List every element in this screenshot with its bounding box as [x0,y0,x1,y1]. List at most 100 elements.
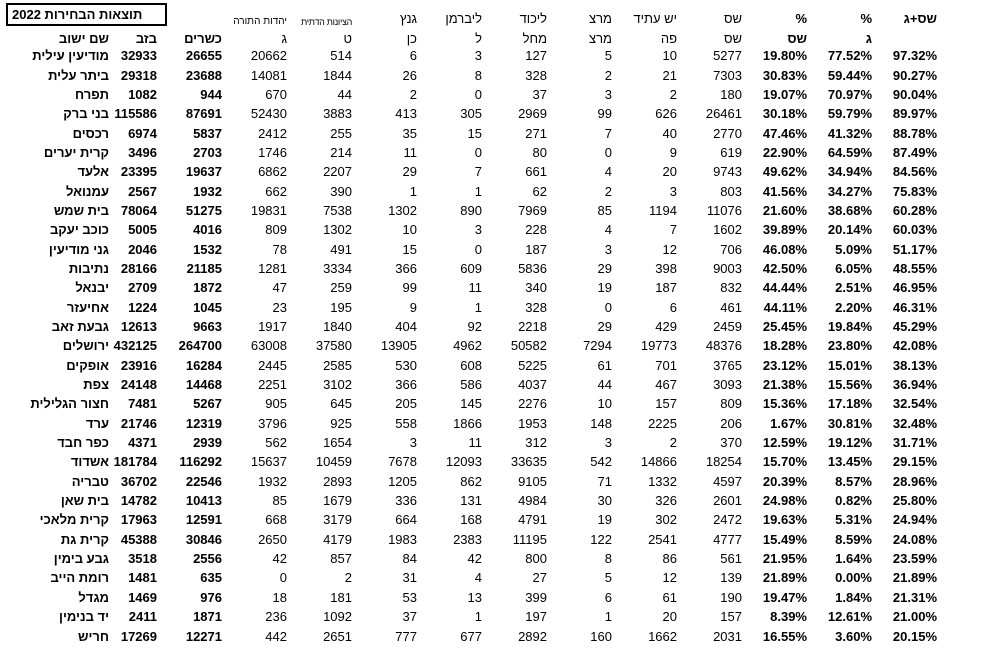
col-subheader-ksherim[interactable]: כשרים [184,31,222,47]
cell-pct-shas[interactable]: 47.46% [762,125,807,141]
cell-pct-shas-g[interactable]: 84.56% [892,164,937,180]
cell-ksherim[interactable]: 264700 [178,338,222,354]
cell-pct-g[interactable]: 8.59% [835,531,872,547]
cell-ksherim[interactable]: 30846 [185,531,222,547]
cell-pct-shas[interactable]: 39.89% [762,222,807,238]
cell-gantz[interactable]: 13905 [380,338,417,354]
cell-pct-g[interactable]: 15.01% [827,357,872,373]
cell-meretz[interactable]: 3 [604,241,612,257]
cell-yesh-atid[interactable]: 10 [662,48,677,64]
cell-tzionut-datit[interactable]: 1302 [323,222,352,238]
cell-city[interactable]: תפרח [74,86,109,102]
cell-liberman[interactable]: 3 [474,222,482,238]
col-subheader-meretz[interactable]: מרצ [589,31,612,47]
cell-pct-shas-g[interactable]: 97.32% [892,48,937,64]
cell-bzb[interactable]: 6974 [128,125,157,141]
cell-shas[interactable]: 2472 [713,512,742,528]
cell-bzb[interactable]: 23395 [120,164,157,180]
cell-bzb[interactable]: 3496 [128,144,157,160]
cell-tzionut-datit[interactable]: 645 [330,396,352,412]
cell-pct-shas[interactable]: 42.50% [762,260,807,276]
cell-pct-shas[interactable]: 15.36% [762,396,807,412]
cell-likud[interactable]: 5225 [518,357,547,373]
cell-yahadut-hatorah[interactable]: 78 [272,241,287,257]
cell-ksherim[interactable]: 12271 [185,628,222,644]
cell-liberman[interactable]: 0 [474,241,482,257]
cell-city[interactable]: כוכב יעקב [49,222,109,238]
cell-bzb[interactable]: 78064 [120,202,157,218]
cell-shas[interactable]: 461 [720,299,742,315]
cell-yahadut-hatorah[interactable]: 668 [265,512,287,528]
cell-city[interactable]: מודיעין עילית [32,48,109,64]
cell-ksherim[interactable]: 1872 [193,280,222,296]
cell-liberman[interactable]: 609 [460,260,482,276]
cell-tzionut-datit[interactable]: 2 [344,570,352,586]
cell-gantz[interactable]: 7678 [388,454,417,470]
cell-likud[interactable]: 4791 [518,512,547,528]
cell-bzb[interactable]: 36702 [120,473,157,489]
cell-pct-shas[interactable]: 16.55% [762,628,807,644]
cell-likud[interactable]: 2969 [518,106,547,122]
cell-ksherim[interactable]: 10413 [185,493,222,509]
cell-ksherim[interactable]: 4016 [193,222,222,238]
cell-pct-g[interactable]: 1.84% [835,589,872,605]
cell-yesh-atid[interactable]: 12 [662,241,677,257]
cell-pct-shas-g[interactable]: 75.83% [892,183,937,199]
cell-bzb[interactable]: 1224 [128,299,157,315]
cell-gantz[interactable]: 366 [395,377,417,393]
col-header-tzionut-datit[interactable]: הציונות הדתית [301,16,352,27]
cell-yahadut-hatorah[interactable]: 42 [272,551,287,567]
cell-city[interactable]: בית שאן [60,493,109,509]
cell-pct-shas[interactable]: 21.38% [762,377,807,393]
cell-meretz[interactable]: 10 [597,396,612,412]
cell-gantz[interactable]: 2 [409,86,417,102]
cell-meretz[interactable]: 30 [597,493,612,509]
cell-pct-g[interactable]: 3.60% [835,628,872,644]
cell-ksherim[interactable]: 5267 [193,396,222,412]
cell-likud[interactable]: 271 [525,125,547,141]
cell-city[interactable]: אלעד [77,164,109,180]
cell-ksherim[interactable]: 12319 [185,415,222,431]
cell-pct-shas-g[interactable]: 28.96% [892,473,937,489]
cell-pct-g[interactable]: 19.12% [827,435,872,451]
cell-yahadut-hatorah[interactable]: 3796 [258,415,287,431]
cell-liberman[interactable]: 1 [474,183,482,199]
cell-ksherim[interactable]: 1532 [193,241,222,257]
cell-bzb[interactable]: 7481 [128,396,157,412]
cell-pct-shas[interactable]: 18.28% [762,338,807,354]
cell-ksherim[interactable]: 12591 [185,512,222,528]
cell-gantz[interactable]: 37 [402,609,417,625]
cell-tzionut-datit[interactable]: 181 [330,589,352,605]
cell-pct-shas-g[interactable]: 51.17% [892,241,937,257]
cell-tzionut-datit[interactable]: 2585 [323,357,352,373]
cell-ksherim[interactable]: 9663 [193,319,222,335]
cell-shas[interactable]: 7303 [713,67,742,83]
cell-yahadut-hatorah[interactable]: 6862 [258,164,287,180]
cell-yahadut-hatorah[interactable]: 0 [279,570,287,586]
cell-shas[interactable]: 190 [720,589,742,605]
cell-gantz[interactable]: 26 [402,67,417,83]
cell-yahadut-hatorah[interactable]: 2445 [258,357,287,373]
cell-ksherim[interactable]: 116292 [179,454,222,470]
cell-gantz[interactable]: 1302 [388,202,417,218]
cell-shas[interactable]: 157 [720,609,742,625]
cell-tzionut-datit[interactable]: 1840 [323,319,352,335]
cell-shas[interactable]: 4777 [713,531,742,547]
col-header-yesh-atid[interactable]: יש עתיד [633,11,677,27]
cell-pct-g[interactable]: 20.14% [827,222,872,238]
cell-bzb[interactable]: 4371 [128,435,157,451]
cell-pct-shas-g[interactable]: 48.55% [892,260,937,276]
cell-ksherim[interactable]: 19637 [185,164,222,180]
cell-likud[interactable]: 800 [525,551,547,567]
cell-city[interactable]: בית שמש [53,202,109,218]
cell-pct-g[interactable]: 64.59% [827,144,872,160]
cell-ksherim[interactable]: 976 [200,589,222,605]
cell-yesh-atid[interactable]: 326 [655,493,677,509]
cell-liberman[interactable]: 4962 [453,338,482,354]
cell-yesh-atid[interactable]: 12 [662,570,677,586]
cell-city[interactable]: אחיעזר [66,299,109,315]
cell-yesh-atid[interactable]: 429 [655,319,677,335]
cell-liberman[interactable]: 4 [474,570,482,586]
cell-yahadut-hatorah[interactable]: 19831 [250,202,287,218]
cell-tzionut-datit[interactable]: 857 [330,551,352,567]
